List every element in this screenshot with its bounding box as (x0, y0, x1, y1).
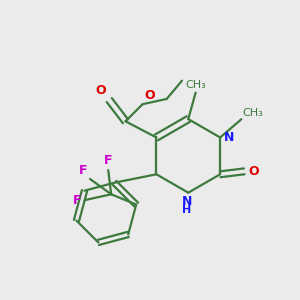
Text: N: N (182, 195, 192, 208)
Text: H: H (182, 205, 191, 215)
Text: O: O (144, 89, 155, 102)
Text: O: O (96, 84, 106, 97)
Text: O: O (248, 165, 259, 178)
Text: F: F (104, 154, 112, 167)
Text: F: F (73, 194, 82, 207)
Text: CH₃: CH₃ (185, 80, 206, 90)
Text: F: F (79, 164, 88, 177)
Text: N: N (224, 131, 234, 144)
Text: CH₃: CH₃ (243, 108, 264, 118)
